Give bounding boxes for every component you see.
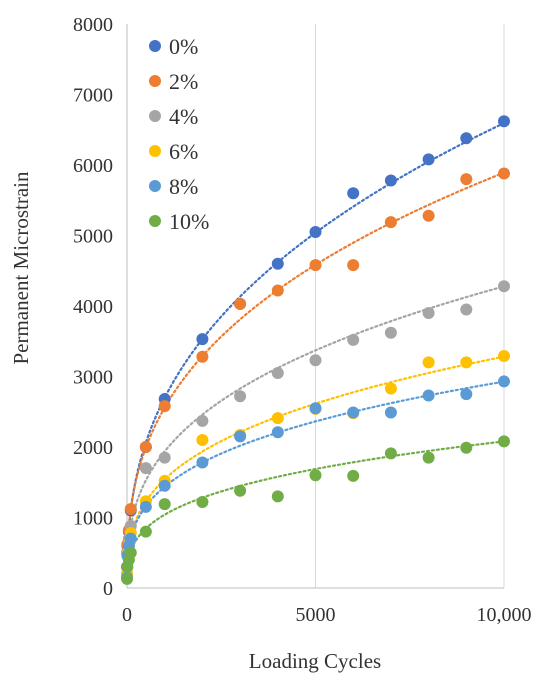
y-tick-label: 4000 [73, 296, 113, 318]
data-point [422, 451, 435, 464]
data-points [121, 115, 510, 585]
data-point [498, 350, 510, 363]
data-point [498, 167, 510, 180]
data-point [422, 307, 435, 320]
x-tick-label: 0 [122, 604, 132, 626]
y-tick-label: 6000 [73, 155, 113, 177]
y-tick-label: 0 [103, 578, 113, 600]
data-point [196, 495, 209, 508]
legend-label: 4% [169, 104, 198, 129]
trendline [125, 380, 506, 578]
legend-marker [149, 75, 161, 87]
data-point [384, 447, 397, 460]
data-point [422, 356, 435, 369]
data-point [158, 479, 171, 492]
legend-marker [149, 145, 161, 157]
legend-label: 2% [169, 69, 198, 94]
axes [126, 24, 504, 589]
legend-label: 6% [169, 139, 198, 164]
data-point [234, 430, 247, 443]
trendline [125, 355, 506, 578]
data-point [124, 503, 137, 516]
legend-marker [149, 40, 161, 52]
trendline [125, 285, 506, 577]
data-point [347, 469, 360, 482]
data-point [460, 173, 473, 186]
data-point [271, 284, 284, 297]
data-point [158, 451, 171, 464]
y-tick-label: 7000 [73, 85, 113, 107]
data-point [347, 406, 360, 419]
data-point [234, 390, 247, 403]
data-point [347, 333, 360, 346]
data-point [384, 406, 397, 419]
data-point [271, 426, 284, 439]
data-point [196, 456, 209, 469]
legend-label: 10% [169, 209, 209, 234]
data-point [234, 484, 247, 497]
data-point [422, 209, 435, 222]
legend-marker [149, 215, 161, 227]
data-point [234, 297, 247, 310]
data-point [309, 469, 322, 482]
y-tick-label: 2000 [73, 437, 113, 459]
data-point [124, 546, 137, 559]
data-point [347, 187, 360, 200]
data-point [460, 303, 473, 316]
legend-marker [149, 110, 161, 122]
legend-label: 8% [169, 174, 198, 199]
data-point [196, 350, 209, 363]
data-point [460, 441, 473, 454]
data-point [384, 174, 397, 187]
data-point [158, 498, 171, 511]
data-point [384, 326, 397, 339]
data-point [384, 382, 397, 395]
gridlines [315, 24, 505, 588]
data-point [121, 572, 134, 585]
data-point [460, 388, 473, 401]
data-point [309, 354, 322, 367]
y-tick-label: 5000 [73, 226, 113, 248]
data-point [309, 402, 322, 415]
data-point [460, 132, 473, 145]
x-tick-label: 10,000 [477, 604, 532, 626]
data-point [384, 216, 397, 229]
y-tick-label: 1000 [73, 508, 113, 530]
legend: 0% 2% 4% 6% 8% 10% [149, 34, 209, 234]
data-point [498, 115, 510, 128]
data-point [271, 366, 284, 379]
data-point [139, 462, 152, 475]
tick-labels: 0 1000 2000 3000 4000 5000 6000 7000 8000 0 5000 10… [73, 14, 532, 626]
data-point [124, 532, 137, 545]
data-point [158, 400, 171, 413]
y-axis-label: Permanent Microstrain [9, 171, 33, 365]
data-point [309, 225, 322, 238]
data-point [196, 414, 209, 427]
x-tick-label: 5000 [296, 604, 336, 626]
data-point [498, 435, 510, 448]
legend-marker [149, 180, 161, 192]
data-point [347, 259, 360, 272]
data-point [460, 356, 473, 369]
data-point [422, 389, 435, 402]
data-point [196, 333, 209, 346]
data-point [271, 490, 284, 503]
data-point [139, 525, 152, 538]
y-tick-label: 3000 [73, 367, 113, 389]
data-point [139, 441, 152, 453]
data-point [498, 375, 510, 388]
x-axis-label: Loading Cycles [249, 649, 381, 673]
legend-label: 0% [169, 34, 198, 59]
data-point [271, 257, 284, 270]
y-tick-label: 8000 [73, 14, 113, 36]
data-point [498, 280, 510, 293]
data-point [196, 433, 209, 446]
data-point [422, 153, 435, 166]
data-point [139, 500, 152, 513]
data-point [271, 412, 284, 425]
data-point [309, 259, 322, 272]
